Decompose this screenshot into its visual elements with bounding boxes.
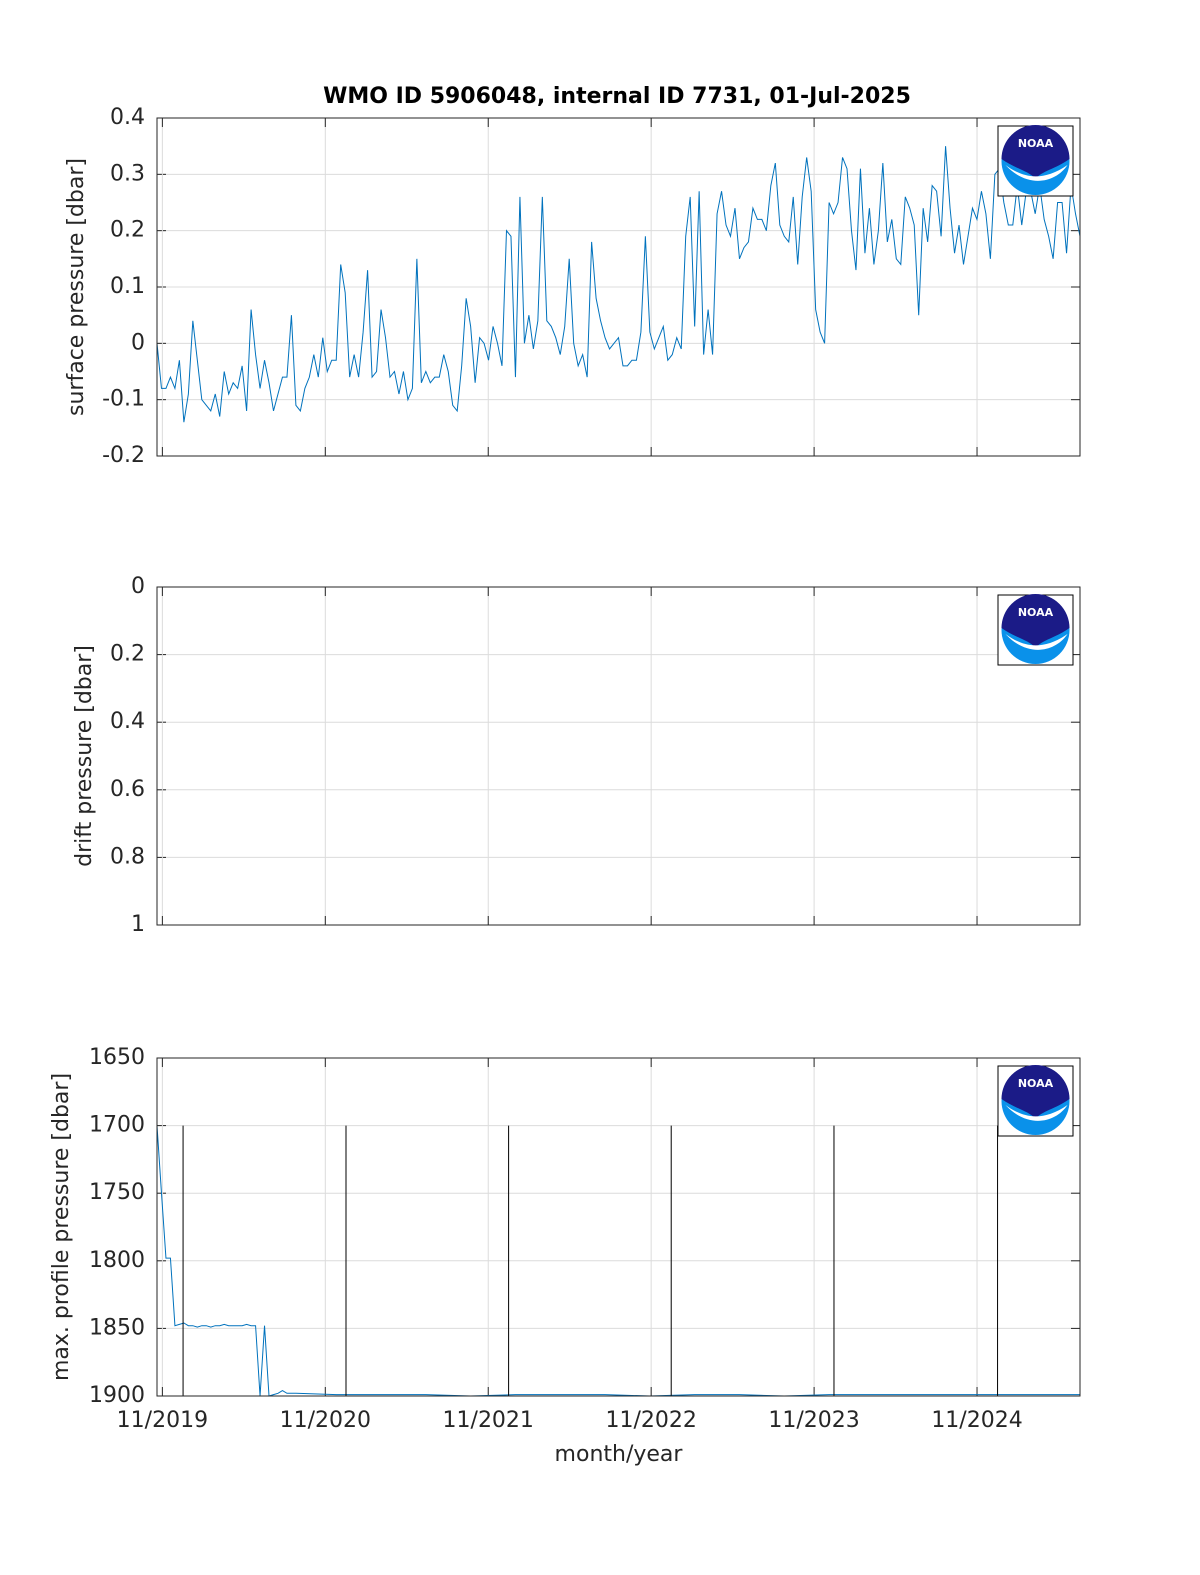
x-tick-label: 11/2024: [931, 1408, 1022, 1433]
chart-title: WMO ID 5906048, internal ID 7731, 01-Jul…: [323, 84, 911, 109]
y-tick-label: 0.6: [110, 777, 145, 802]
logo-upper: [1001, 125, 1070, 179]
y-tick-label: -0.2: [102, 443, 145, 468]
logo: NOAA: [997, 1065, 1074, 1137]
logo: NOAA: [997, 594, 1074, 666]
logo-upper: [1001, 594, 1070, 648]
logo-text: NOAA: [1018, 606, 1054, 619]
y-tick-label: 1650: [89, 1045, 145, 1070]
x-tick-label: 11/2022: [605, 1408, 696, 1433]
y-tick-label: 0.4: [110, 709, 145, 734]
x-tick-label: 11/2023: [768, 1408, 859, 1433]
y-tick-label: 0.3: [110, 161, 145, 186]
logo-text: NOAA: [1018, 137, 1054, 150]
y-tick-label: 0.1: [110, 274, 145, 299]
y-axis-label: max. profile pressure [dbar]: [49, 1073, 74, 1381]
y-tick-label: 0.2: [110, 642, 145, 667]
x-tick-label: 11/2020: [280, 1408, 371, 1433]
logo: NOAA: [997, 125, 1074, 197]
y-tick-label: 1900: [89, 1383, 145, 1408]
logo-wave: [1005, 1105, 1068, 1121]
data-line: [156, 146, 1081, 423]
y-tick-label: -0.1: [102, 387, 145, 412]
y-tick-label: 1700: [89, 1113, 145, 1138]
axes-box: [156, 586, 1081, 926]
axes-box: [156, 1057, 1081, 1397]
y-tick-label: 1750: [89, 1180, 145, 1205]
logo-wave: [1005, 165, 1068, 181]
y-tick-label: 0.8: [110, 844, 145, 869]
y-tick-label: 0: [131, 330, 145, 355]
data-line: [156, 1125, 1080, 1397]
x-tick-label: 11/2021: [443, 1408, 534, 1433]
y-axis-label: surface pressure [dbar]: [64, 158, 89, 416]
axes-box: [156, 117, 1081, 457]
y-tick-label: 1800: [89, 1248, 145, 1273]
logo-upper: [1001, 1065, 1070, 1119]
y-tick-label: 0.2: [110, 218, 145, 243]
y-axis-label: drift pressure [dbar]: [72, 645, 97, 867]
logo-text: NOAA: [1018, 1077, 1054, 1090]
x-tick-label: 11/2019: [117, 1408, 208, 1433]
y-tick-label: 0: [131, 574, 145, 599]
y-tick-label: 1: [131, 912, 145, 937]
y-tick-label: 0.4: [110, 105, 145, 130]
logo-wave: [1005, 634, 1068, 650]
x-axis-label: month/year: [555, 1442, 684, 1467]
y-tick-label: 1850: [89, 1315, 145, 1340]
